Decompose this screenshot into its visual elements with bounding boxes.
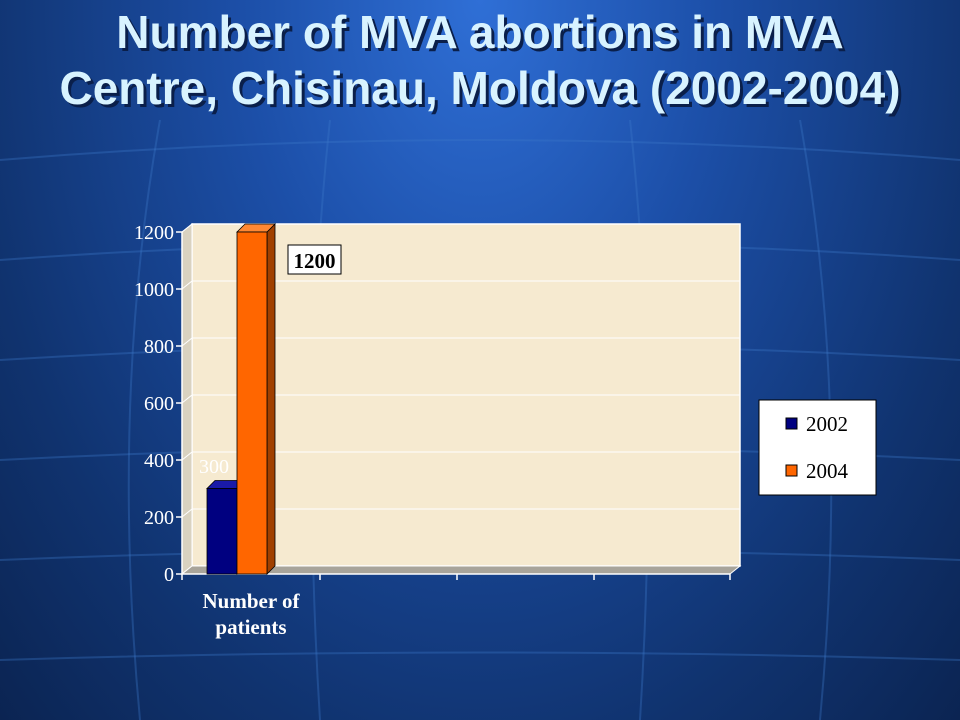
data-label-2004: 1200 xyxy=(294,249,336,273)
data-label-2002: 300 xyxy=(199,456,229,478)
slide-title: Number of MVA abortions in MVA Centre, C… xyxy=(59,6,901,114)
gridline-side xyxy=(181,223,193,233)
bar-2004 xyxy=(236,231,268,575)
y-tick-label: 800 xyxy=(144,336,174,358)
y-tick-label: 400 xyxy=(144,450,174,472)
y-axis: 0 200 400 600 800 1000 1200 xyxy=(134,222,183,586)
y-tick-label: 1200 xyxy=(134,222,174,244)
bar-2002 xyxy=(206,488,238,575)
y-tick-label: 600 xyxy=(144,393,174,415)
legend-label-2004: 2004 xyxy=(806,459,849,483)
gridline-side xyxy=(181,337,193,347)
x-axis: Number of patients xyxy=(181,573,731,639)
gridline-side xyxy=(181,280,193,290)
x-category-label: Number of patients xyxy=(202,589,300,639)
gridlines xyxy=(181,223,740,518)
legend-box xyxy=(758,399,877,496)
gridline-side xyxy=(181,451,193,461)
data-label-box-2004 xyxy=(287,244,342,275)
legend-swatch-2002 xyxy=(785,417,798,430)
data-labels: 300 1200 xyxy=(199,244,342,478)
y-tick-label: 1000 xyxy=(134,279,174,301)
legend-swatch-2004 xyxy=(785,464,798,477)
y-tick-label: 0 xyxy=(164,564,174,586)
bars xyxy=(206,223,276,575)
legend: 2002 2004 xyxy=(758,399,877,496)
bar-side-2004 xyxy=(266,223,276,575)
gridline-side xyxy=(181,394,193,404)
gridline-side xyxy=(181,508,193,518)
y-tick-label: 200 xyxy=(144,507,174,529)
legend-label-2002: 2002 xyxy=(806,412,848,436)
